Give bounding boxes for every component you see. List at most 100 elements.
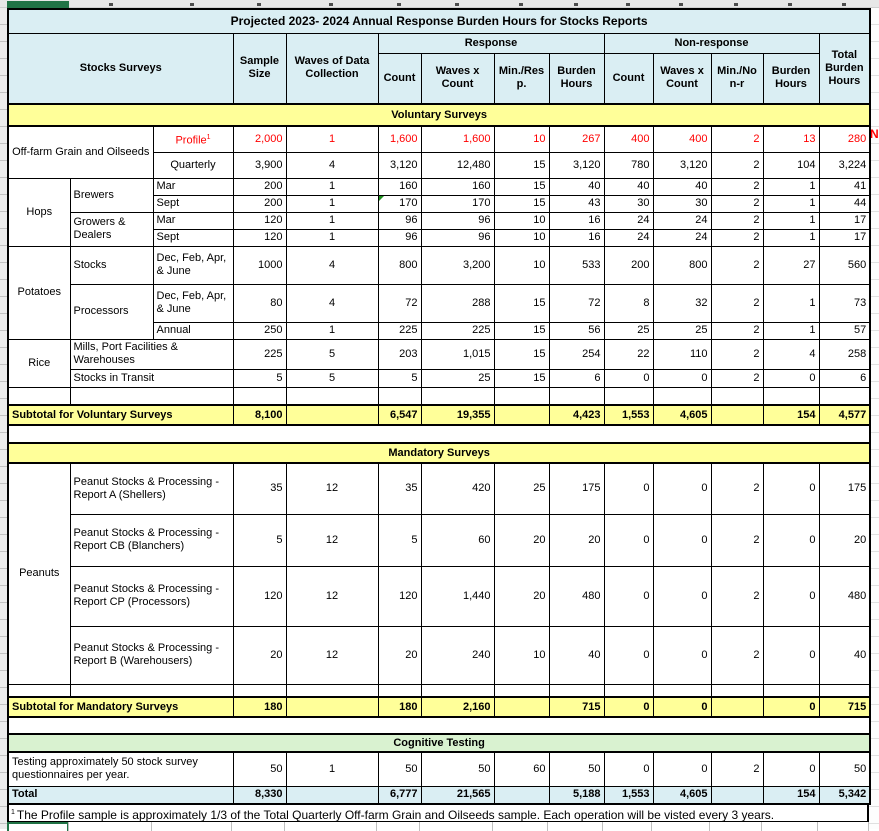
cell[interactable]: 10: [493, 211, 550, 230]
cell[interactable]: 1: [285, 751, 379, 787]
cell[interactable]: 2: [710, 565, 764, 627]
empty-cell[interactable]: [818, 386, 871, 406]
empty-cell[interactable]: [420, 683, 495, 698]
cell[interactable]: 0: [762, 565, 820, 627]
empty-cell[interactable]: [7, 386, 71, 406]
empty-cell[interactable]: [710, 386, 764, 406]
cell[interactable]: 4,605: [652, 785, 712, 805]
cell[interactable]: 2: [710, 751, 764, 787]
empty-cell[interactable]: [548, 386, 605, 406]
cell[interactable]: 170: [420, 194, 495, 213]
cell[interactable]: 6,777: [377, 785, 422, 805]
cell[interactable]: 2: [710, 177, 764, 196]
cell[interactable]: 2: [710, 462, 764, 515]
cell[interactable]: 154: [762, 404, 820, 426]
cell[interactable]: 12,480: [420, 151, 495, 179]
cell[interactable]: 180: [232, 696, 287, 718]
cell[interactable]: 40: [548, 625, 605, 685]
cell[interactable]: 250: [232, 321, 287, 340]
row-label-hops[interactable]: Hops: [7, 177, 71, 247]
empty-cell[interactable]: [377, 683, 422, 698]
cell[interactable]: 15: [493, 151, 550, 179]
cell[interactable]: 104: [762, 151, 820, 179]
cell[interactable]: 4: [762, 338, 820, 370]
cell[interactable]: 715: [548, 696, 605, 718]
cell[interactable]: 0: [652, 462, 712, 515]
empty-cell[interactable]: [652, 386, 712, 406]
cell[interactable]: 15: [493, 321, 550, 340]
cell[interactable]: 175: [818, 462, 871, 515]
cell[interactable]: 50: [377, 751, 422, 787]
col-header-nr-waves-x-count[interactable]: Waves x Count: [652, 52, 712, 105]
row-label-quarterly[interactable]: Quarterly: [152, 151, 234, 179]
row-header-strip[interactable]: [0, 8, 7, 829]
cell[interactable]: 1,015: [420, 338, 495, 370]
cell[interactable]: 20: [818, 513, 871, 567]
cell[interactable]: 40: [652, 177, 712, 196]
cell[interactable]: 24: [652, 211, 712, 230]
row-label-months[interactable]: Dec, Feb, Apr, & June: [152, 283, 234, 323]
page-title[interactable]: Projected 2023- 2024 Annual Response Bur…: [7, 8, 871, 34]
cell[interactable]: 5: [232, 513, 287, 567]
cell[interactable]: 0: [762, 751, 820, 787]
cell[interactable]: 2: [710, 245, 764, 285]
empty-cell[interactable]: [762, 386, 820, 406]
row-label-report-a[interactable]: Peanut Stocks & Processing - Report A (S…: [69, 462, 234, 515]
cell[interactable]: 1: [285, 177, 379, 196]
cell[interactable]: 16: [548, 228, 605, 247]
cell[interactable]: 5: [377, 513, 422, 567]
cell[interactable]: 2: [710, 151, 764, 179]
col-header-nr-min[interactable]: Min./Non-r: [710, 52, 764, 105]
empty-cell[interactable]: [232, 386, 287, 406]
cell[interactable]: 160: [420, 177, 495, 196]
col-header-resp-min[interactable]: Min./Resp.: [493, 52, 550, 105]
cell[interactable]: 203: [377, 338, 422, 370]
cell[interactable]: 240: [420, 625, 495, 685]
cell[interactable]: 420: [420, 462, 495, 515]
cell[interactable]: 3,120: [377, 151, 422, 179]
cell[interactable]: 1: [762, 194, 820, 213]
cell[interactable]: 0: [652, 368, 712, 388]
cell[interactable]: 3,120: [652, 151, 712, 179]
row-label-report-cb[interactable]: Peanut Stocks & Processing - Report CB (…: [69, 513, 234, 567]
row-label-months[interactable]: Dec, Feb, Apr, & June: [152, 245, 234, 285]
cell[interactable]: 32: [652, 283, 712, 323]
cell[interactable]: 3,120: [548, 151, 605, 179]
empty-cell[interactable]: [710, 404, 764, 426]
cell[interactable]: 16: [548, 211, 605, 230]
cell[interactable]: 40: [818, 625, 871, 685]
cell[interactable]: 72: [377, 283, 422, 323]
cell[interactable]: 5: [285, 368, 379, 388]
cell[interactable]: 2: [710, 368, 764, 388]
cell[interactable]: 200: [232, 177, 287, 196]
cell[interactable]: 0: [603, 462, 654, 515]
cell[interactable]: 0: [652, 513, 712, 567]
column-header-strip[interactable]: [0, 0, 879, 8]
cell[interactable]: 715: [818, 696, 871, 718]
empty-cell[interactable]: [493, 404, 550, 426]
cell[interactable]: 120: [232, 228, 287, 247]
cell[interactable]: 1,600: [377, 125, 422, 153]
cell[interactable]: 267: [548, 125, 605, 153]
cell[interactable]: 2,160: [420, 696, 495, 718]
cell[interactable]: 10: [493, 625, 550, 685]
empty-cell[interactable]: [8, 716, 871, 735]
cell[interactable]: 40: [548, 177, 605, 196]
cell[interactable]: 40: [603, 177, 654, 196]
cell[interactable]: 20: [548, 513, 605, 567]
cell[interactable]: 1,553: [603, 785, 654, 805]
row-label-cognitive[interactable]: Testing approximately 50 stock survey qu…: [7, 751, 234, 787]
cell[interactable]: 1: [285, 228, 379, 247]
empty-cell[interactable]: [493, 683, 550, 698]
empty-cell[interactable]: [420, 386, 495, 406]
cell[interactable]: 35: [377, 462, 422, 515]
empty-cell[interactable]: [652, 683, 712, 698]
cell[interactable]: 170: [377, 194, 422, 213]
empty-cell[interactable]: [762, 683, 820, 698]
cell[interactable]: 80: [232, 283, 287, 323]
col-header-resp-burden[interactable]: Burden Hours: [548, 52, 605, 105]
empty-cell[interactable]: [710, 696, 764, 718]
cell[interactable]: 2: [710, 338, 764, 370]
cell[interactable]: 25: [420, 368, 495, 388]
col-header-stocks-surveys[interactable]: Stocks Surveys: [7, 32, 234, 105]
